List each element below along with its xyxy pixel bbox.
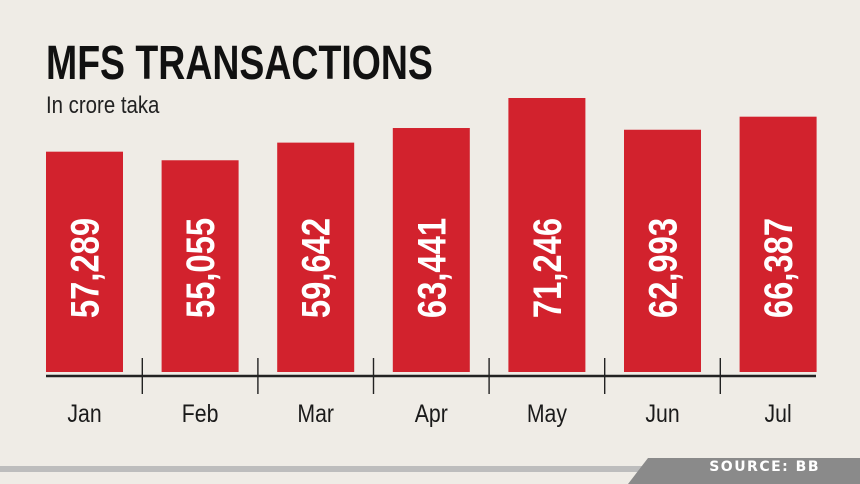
value-label-apr: 63,441 [409,218,454,318]
bar-jan [46,151,123,372]
bar-mar [277,142,355,372]
category-label-may: May [527,399,567,427]
chart-subtitle: In crore taka [46,92,160,119]
source-label: SOURCE: BB [709,459,820,475]
value-label-feb: 55,055 [178,218,223,318]
bar-may [508,98,586,372]
category-label-jun: Jun [645,399,679,427]
chart-title: MFS TRANSACTIONS [46,37,433,90]
category-label-feb: Feb [182,399,219,427]
footer-band [0,458,860,484]
bar-jun [624,129,701,372]
category-label-jul: Jul [765,399,792,427]
category-label-mar: Mar [297,399,334,427]
category-label-apr: Apr [415,399,448,427]
value-label-mar: 59,642 [294,218,339,318]
category-label-jan: Jan [67,399,101,427]
bar-chart: 57,289 Jan 55,055 Feb 59,642 Mar 63,441 Apr 71,2… [46,98,817,427]
bar-apr [392,128,470,372]
value-label-may: 71,246 [525,218,570,318]
footer-dark-tab [628,458,860,484]
value-label-jun: 62,993 [640,218,685,318]
value-label-jul: 66,387 [756,218,801,318]
footer-light-strip [0,466,860,472]
value-label-jan: 57,289 [62,218,107,318]
bar-feb [161,160,239,372]
bar-jul [739,116,817,372]
